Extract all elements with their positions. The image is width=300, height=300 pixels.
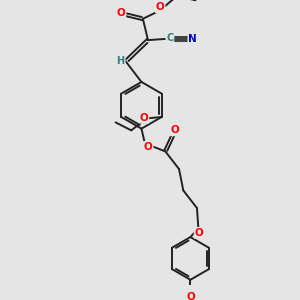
Text: O: O	[140, 113, 148, 123]
Text: O: O	[117, 8, 125, 18]
Text: H: H	[117, 56, 125, 66]
Text: O: O	[144, 142, 153, 152]
Text: C: C	[166, 33, 173, 43]
Text: O: O	[170, 125, 179, 135]
Text: O: O	[187, 292, 195, 300]
Text: O: O	[195, 228, 203, 238]
Text: O: O	[156, 2, 165, 12]
Text: N: N	[188, 34, 197, 44]
